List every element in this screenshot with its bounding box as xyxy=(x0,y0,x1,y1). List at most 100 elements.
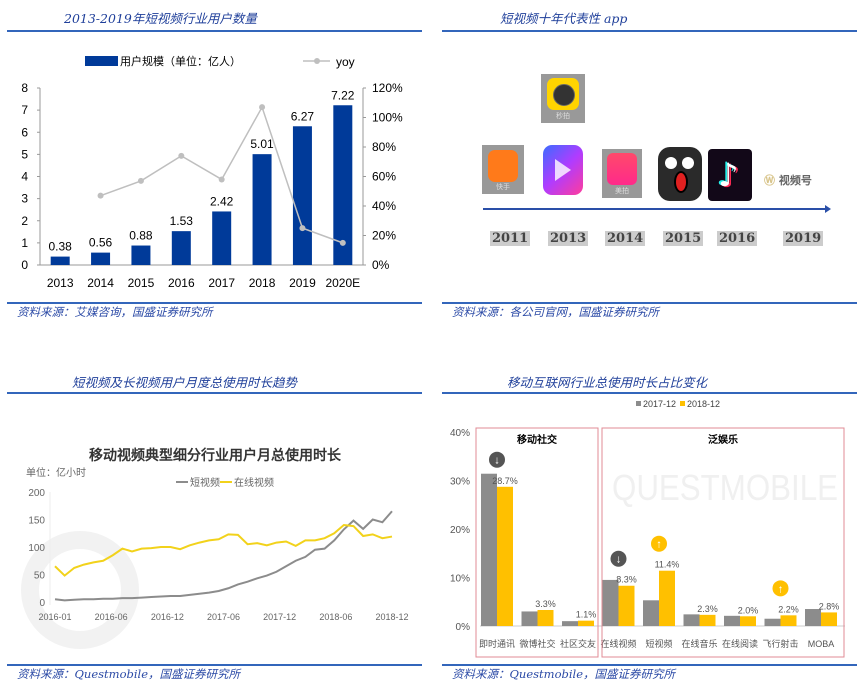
bar xyxy=(292,126,312,266)
bar xyxy=(333,105,353,265)
kuaishou-app-icon: 快手 xyxy=(482,145,524,194)
source-note: 资料来源：各公司官网，国盛证券研究所 xyxy=(452,305,659,319)
arrow-down-glyph: ↓ xyxy=(616,554,622,566)
bar xyxy=(578,620,594,626)
x-tick-label: 2020E xyxy=(325,276,360,290)
xiaokaxiu-app-icon xyxy=(658,147,702,201)
y-tick-label: 40% xyxy=(450,428,470,439)
y2-tick-label: 0% xyxy=(372,258,390,272)
arrow-head-icon xyxy=(825,205,831,213)
legend-swatch xyxy=(85,56,118,66)
yoy-point xyxy=(137,177,144,184)
legend-marker xyxy=(314,58,320,64)
legend-label: 2018-12 xyxy=(687,399,720,409)
y-tick-label: 0 xyxy=(21,258,28,272)
data-label: 0.38 xyxy=(49,240,73,254)
x-tick-label: 2013 xyxy=(47,276,74,290)
divider xyxy=(7,30,422,32)
x-tick-label: 飞行射击 xyxy=(762,638,798,649)
yoy-point xyxy=(178,152,185,159)
panel-title-apps: 短视频十年代表性 app xyxy=(500,11,628,26)
weishi-app-icon xyxy=(543,145,583,195)
meipai-app-icon: 美拍 xyxy=(602,149,642,198)
y-tick-label: 150 xyxy=(28,516,45,527)
data-label: 2.0% xyxy=(738,605,759,615)
bar xyxy=(659,570,675,626)
source-note: 资料来源：艾媒咨询，国盛证券研究所 xyxy=(17,305,213,319)
legend-label: 在线视频 xyxy=(234,476,274,489)
y-tick-label: 2 xyxy=(21,214,28,228)
app-label: 秒拍 xyxy=(556,112,570,120)
x-tick-label: 2016-06 xyxy=(95,612,128,622)
y-tick-label: 0 xyxy=(39,598,45,609)
y2-tick-label: 120% xyxy=(372,81,403,95)
y2-tick-label: 60% xyxy=(372,170,396,184)
legend-label: 短视频 xyxy=(190,476,220,489)
yoy-point xyxy=(339,239,346,246)
bar xyxy=(724,615,740,626)
watermark-logo xyxy=(21,531,139,649)
y-tick-label: 50 xyxy=(34,571,46,582)
timeline-year: 2019 xyxy=(783,231,824,246)
bar xyxy=(497,486,513,626)
series-line-0 xyxy=(54,510,393,602)
timeline-year: 2011 xyxy=(490,231,531,246)
bar xyxy=(91,252,111,265)
y-tick-label: 200 xyxy=(28,488,45,499)
shipinhao-app: Ⓦ 视频号 xyxy=(764,172,812,188)
source-note: 资料来源：Questmobile，国盛证券研究所 xyxy=(452,667,676,681)
app-label: 美拍 xyxy=(615,187,629,195)
bar xyxy=(481,473,497,626)
x-tick-label: 微博社交 xyxy=(519,638,555,649)
legend-swatch xyxy=(680,401,685,406)
data-label: 2.42 xyxy=(210,194,234,208)
x-tick-label: 短视频 xyxy=(645,638,672,649)
x-tick-label: 2017 xyxy=(208,276,235,290)
yoy-point xyxy=(97,192,104,199)
x-tick-label: 2018-06 xyxy=(319,612,352,622)
x-tick-label: 2016 xyxy=(168,276,195,290)
arrow-up-icon xyxy=(651,535,667,552)
y-tick-label: 20% xyxy=(450,525,470,536)
data-label: 2.8% xyxy=(819,601,840,611)
legend-label: 2017-12 xyxy=(643,399,676,409)
arrow-down-glyph: ↓ xyxy=(494,455,500,467)
y-tick-label: 8 xyxy=(21,81,28,95)
yoy-point xyxy=(218,176,225,183)
bar xyxy=(537,609,554,626)
y-tick-label: 1 xyxy=(21,236,28,250)
yoy-point xyxy=(259,104,266,111)
bar xyxy=(562,621,578,626)
divider xyxy=(442,392,857,394)
y-tick-label: 0% xyxy=(456,622,471,633)
x-tick-label: 在线视频 xyxy=(600,638,636,649)
app-label: 快手 xyxy=(496,183,510,191)
group-label: 移动社交 xyxy=(517,433,557,446)
timeline-axis xyxy=(483,208,825,210)
arrow-up-icon xyxy=(772,580,789,597)
y-tick-label: 5 xyxy=(21,147,28,161)
bar xyxy=(780,615,797,626)
panel-title-usage-trend: 短视频及长视频用户月度总使用时长趋势 xyxy=(72,375,298,390)
group-box xyxy=(475,427,599,658)
miaopai-app-icon: 秒拍 xyxy=(541,74,585,123)
x-tick-label: MOBA xyxy=(808,639,835,649)
x-tick-label: 2016-12 xyxy=(151,612,184,622)
x-tick-label: 在线音乐 xyxy=(681,638,717,649)
divider xyxy=(7,664,422,666)
data-label: 6.27 xyxy=(291,109,315,123)
data-label: 1.1% xyxy=(576,610,597,620)
data-label: 8.3% xyxy=(616,575,637,585)
arrow-up-glyph: ↑ xyxy=(778,583,784,595)
y-tick-label: 7 xyxy=(21,103,28,117)
x-tick-label: 2016-01 xyxy=(38,612,71,622)
yoy-point xyxy=(299,225,306,232)
x-tick-label: 2017-12 xyxy=(263,612,296,622)
bar xyxy=(618,585,635,626)
app-label: 视频号 xyxy=(778,174,812,187)
y-tick-label: 10% xyxy=(450,574,470,585)
x-tick-label: 2017-06 xyxy=(207,612,240,622)
divider xyxy=(442,30,857,32)
